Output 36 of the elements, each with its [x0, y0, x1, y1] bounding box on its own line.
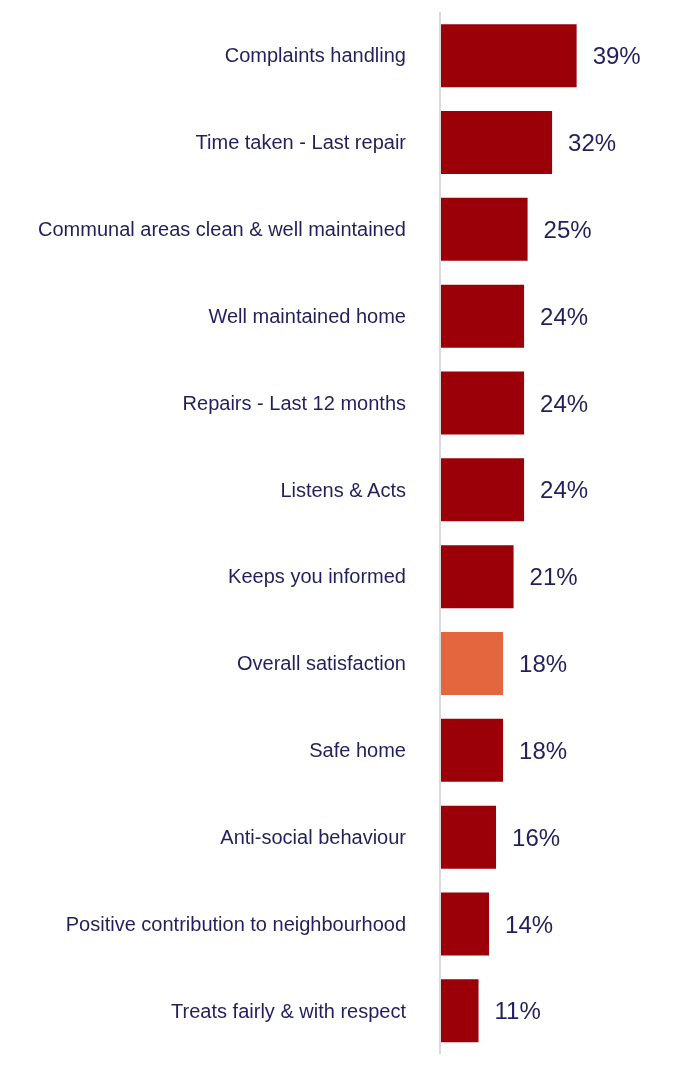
data-label: 24%: [540, 476, 589, 504]
bar: [440, 805, 497, 869]
y-tick-label: Complaints handling: [224, 44, 406, 67]
y-tick-label: Communal areas clean & well maintained: [38, 218, 406, 241]
data-label: 32%: [568, 129, 617, 157]
data-label: 24%: [540, 302, 589, 330]
y-tick-label: Safe home: [309, 739, 406, 762]
bar: [440, 631, 504, 695]
data-label: 11%: [494, 997, 541, 1025]
bar: [440, 371, 525, 435]
data-label: 18%: [519, 736, 568, 764]
data-label: 16%: [512, 823, 561, 851]
bar: [440, 979, 479, 1043]
y-tick-label: Well maintained home: [208, 304, 406, 327]
bar: [440, 197, 528, 261]
data-label: 21%: [529, 563, 578, 591]
y-tick-label: Time taken - Last repair: [195, 131, 407, 154]
bar: [440, 110, 553, 174]
bar: [440, 458, 525, 522]
bar: [440, 24, 577, 88]
y-tick-label: Positive contribution to neighbourhood: [65, 912, 406, 935]
y-tick-label: Anti-social behaviour: [220, 825, 407, 848]
y-tick-label: Listens & Acts: [280, 478, 406, 501]
y-tick-label: Treats fairly & with respect: [171, 999, 407, 1022]
bar: [440, 718, 504, 782]
bar: [440, 892, 490, 956]
y-tick-label: Overall satisfaction: [237, 652, 406, 675]
data-label: 24%: [540, 389, 589, 417]
data-label: 25%: [543, 215, 592, 243]
data-label: 39%: [592, 42, 641, 70]
data-label: 18%: [519, 650, 568, 678]
bar: [440, 545, 514, 609]
data-label: 14%: [505, 910, 554, 938]
y-tick-label: Repairs - Last 12 months: [182, 391, 406, 414]
y-tick-label: Keeps you informed: [228, 565, 406, 588]
bar: [440, 284, 525, 348]
